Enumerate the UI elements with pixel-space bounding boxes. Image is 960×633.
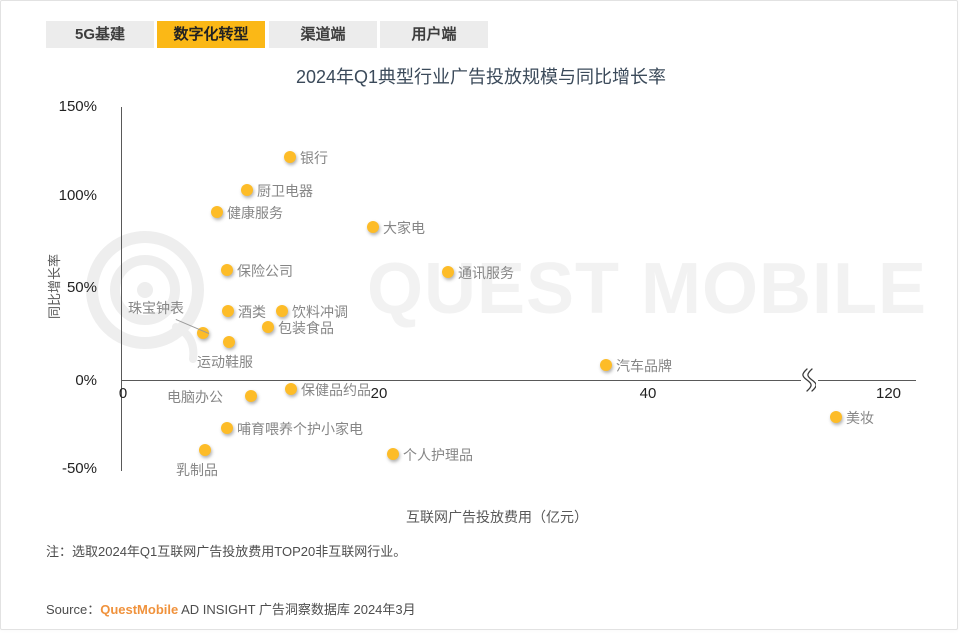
svg-text:QUEST MOBILE: QUEST MOBILE [367,249,927,329]
